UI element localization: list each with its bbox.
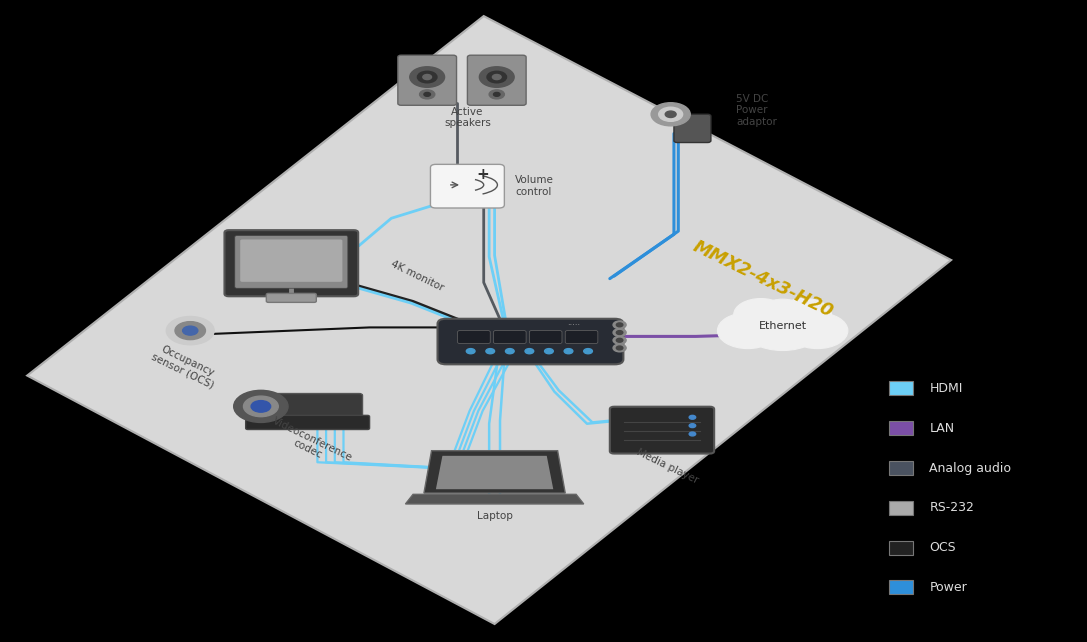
Text: RS-232: RS-232 [929,501,974,514]
Circle shape [777,299,832,331]
FancyBboxPatch shape [458,331,490,343]
Circle shape [183,326,198,335]
FancyBboxPatch shape [467,55,526,105]
Circle shape [616,338,623,342]
Circle shape [525,349,534,354]
Circle shape [584,349,592,354]
Polygon shape [436,456,553,489]
Circle shape [486,349,495,354]
Circle shape [410,67,445,87]
FancyBboxPatch shape [437,318,623,365]
Circle shape [665,111,676,117]
Circle shape [545,349,553,354]
Circle shape [787,313,848,349]
Circle shape [613,329,626,336]
Circle shape [734,299,788,331]
Circle shape [616,323,623,327]
Text: HDMI: HDMI [929,382,963,395]
FancyBboxPatch shape [529,331,562,343]
Circle shape [424,92,430,96]
FancyBboxPatch shape [889,541,913,555]
Circle shape [616,331,623,334]
Circle shape [423,74,432,80]
Circle shape [251,401,271,412]
FancyBboxPatch shape [253,394,363,422]
Text: +: + [476,167,489,182]
Text: LAN: LAN [929,422,954,435]
FancyBboxPatch shape [889,501,913,515]
Circle shape [613,321,626,329]
Circle shape [492,74,501,80]
FancyBboxPatch shape [889,421,913,435]
Circle shape [659,107,683,121]
FancyBboxPatch shape [240,239,342,282]
FancyBboxPatch shape [493,331,526,343]
FancyBboxPatch shape [610,407,714,453]
FancyBboxPatch shape [398,55,457,105]
FancyBboxPatch shape [246,415,370,429]
Text: Volume
control: Volume control [515,175,554,197]
Text: Occupancy
sensor (OCS): Occupancy sensor (OCS) [149,342,221,390]
Circle shape [487,71,507,83]
FancyBboxPatch shape [889,461,913,475]
Polygon shape [424,451,565,493]
Circle shape [417,71,437,83]
Circle shape [493,92,500,96]
FancyBboxPatch shape [889,580,913,594]
Circle shape [689,415,696,419]
Circle shape [489,90,504,99]
Circle shape [466,349,475,354]
Circle shape [420,90,435,99]
FancyBboxPatch shape [565,331,598,343]
Text: Laptop: Laptop [476,511,513,521]
FancyBboxPatch shape [266,293,316,302]
Circle shape [234,390,288,422]
Text: 5V DC
Power
adaptor: 5V DC Power adaptor [736,94,777,127]
Circle shape [689,432,696,436]
FancyBboxPatch shape [741,324,824,338]
Text: Videoconference
codec: Videoconference codec [266,415,353,473]
Circle shape [613,344,626,352]
Text: Analog audio: Analog audio [929,462,1011,474]
Text: Power: Power [929,581,967,594]
Circle shape [616,346,623,350]
Circle shape [613,336,626,344]
Circle shape [741,302,824,351]
Circle shape [564,349,573,354]
FancyBboxPatch shape [889,381,913,395]
FancyBboxPatch shape [225,230,359,297]
Circle shape [175,322,205,340]
Text: ·····: ····· [567,321,580,330]
Circle shape [166,317,214,345]
Circle shape [243,396,278,417]
Text: OCS: OCS [929,541,955,554]
Text: MMX2-4x3-H20: MMX2-4x3-H20 [690,238,836,321]
Circle shape [689,424,696,428]
Text: Media player: Media player [635,447,700,486]
Circle shape [479,67,514,87]
Circle shape [651,103,690,126]
Text: Active
speakers: Active speakers [443,107,491,128]
Text: 4K monitor: 4K monitor [389,259,446,293]
Polygon shape [27,16,951,624]
Circle shape [759,299,807,327]
Circle shape [505,349,514,354]
Circle shape [717,313,778,349]
Polygon shape [405,494,584,504]
FancyBboxPatch shape [235,236,348,288]
Text: Ethernet: Ethernet [759,321,807,331]
FancyBboxPatch shape [430,164,504,208]
FancyBboxPatch shape [674,114,711,143]
